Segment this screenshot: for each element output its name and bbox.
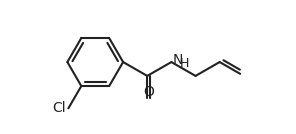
Text: Cl: Cl	[52, 101, 65, 115]
Text: N: N	[172, 53, 183, 67]
Text: O: O	[143, 85, 154, 99]
Text: H: H	[179, 57, 189, 70]
